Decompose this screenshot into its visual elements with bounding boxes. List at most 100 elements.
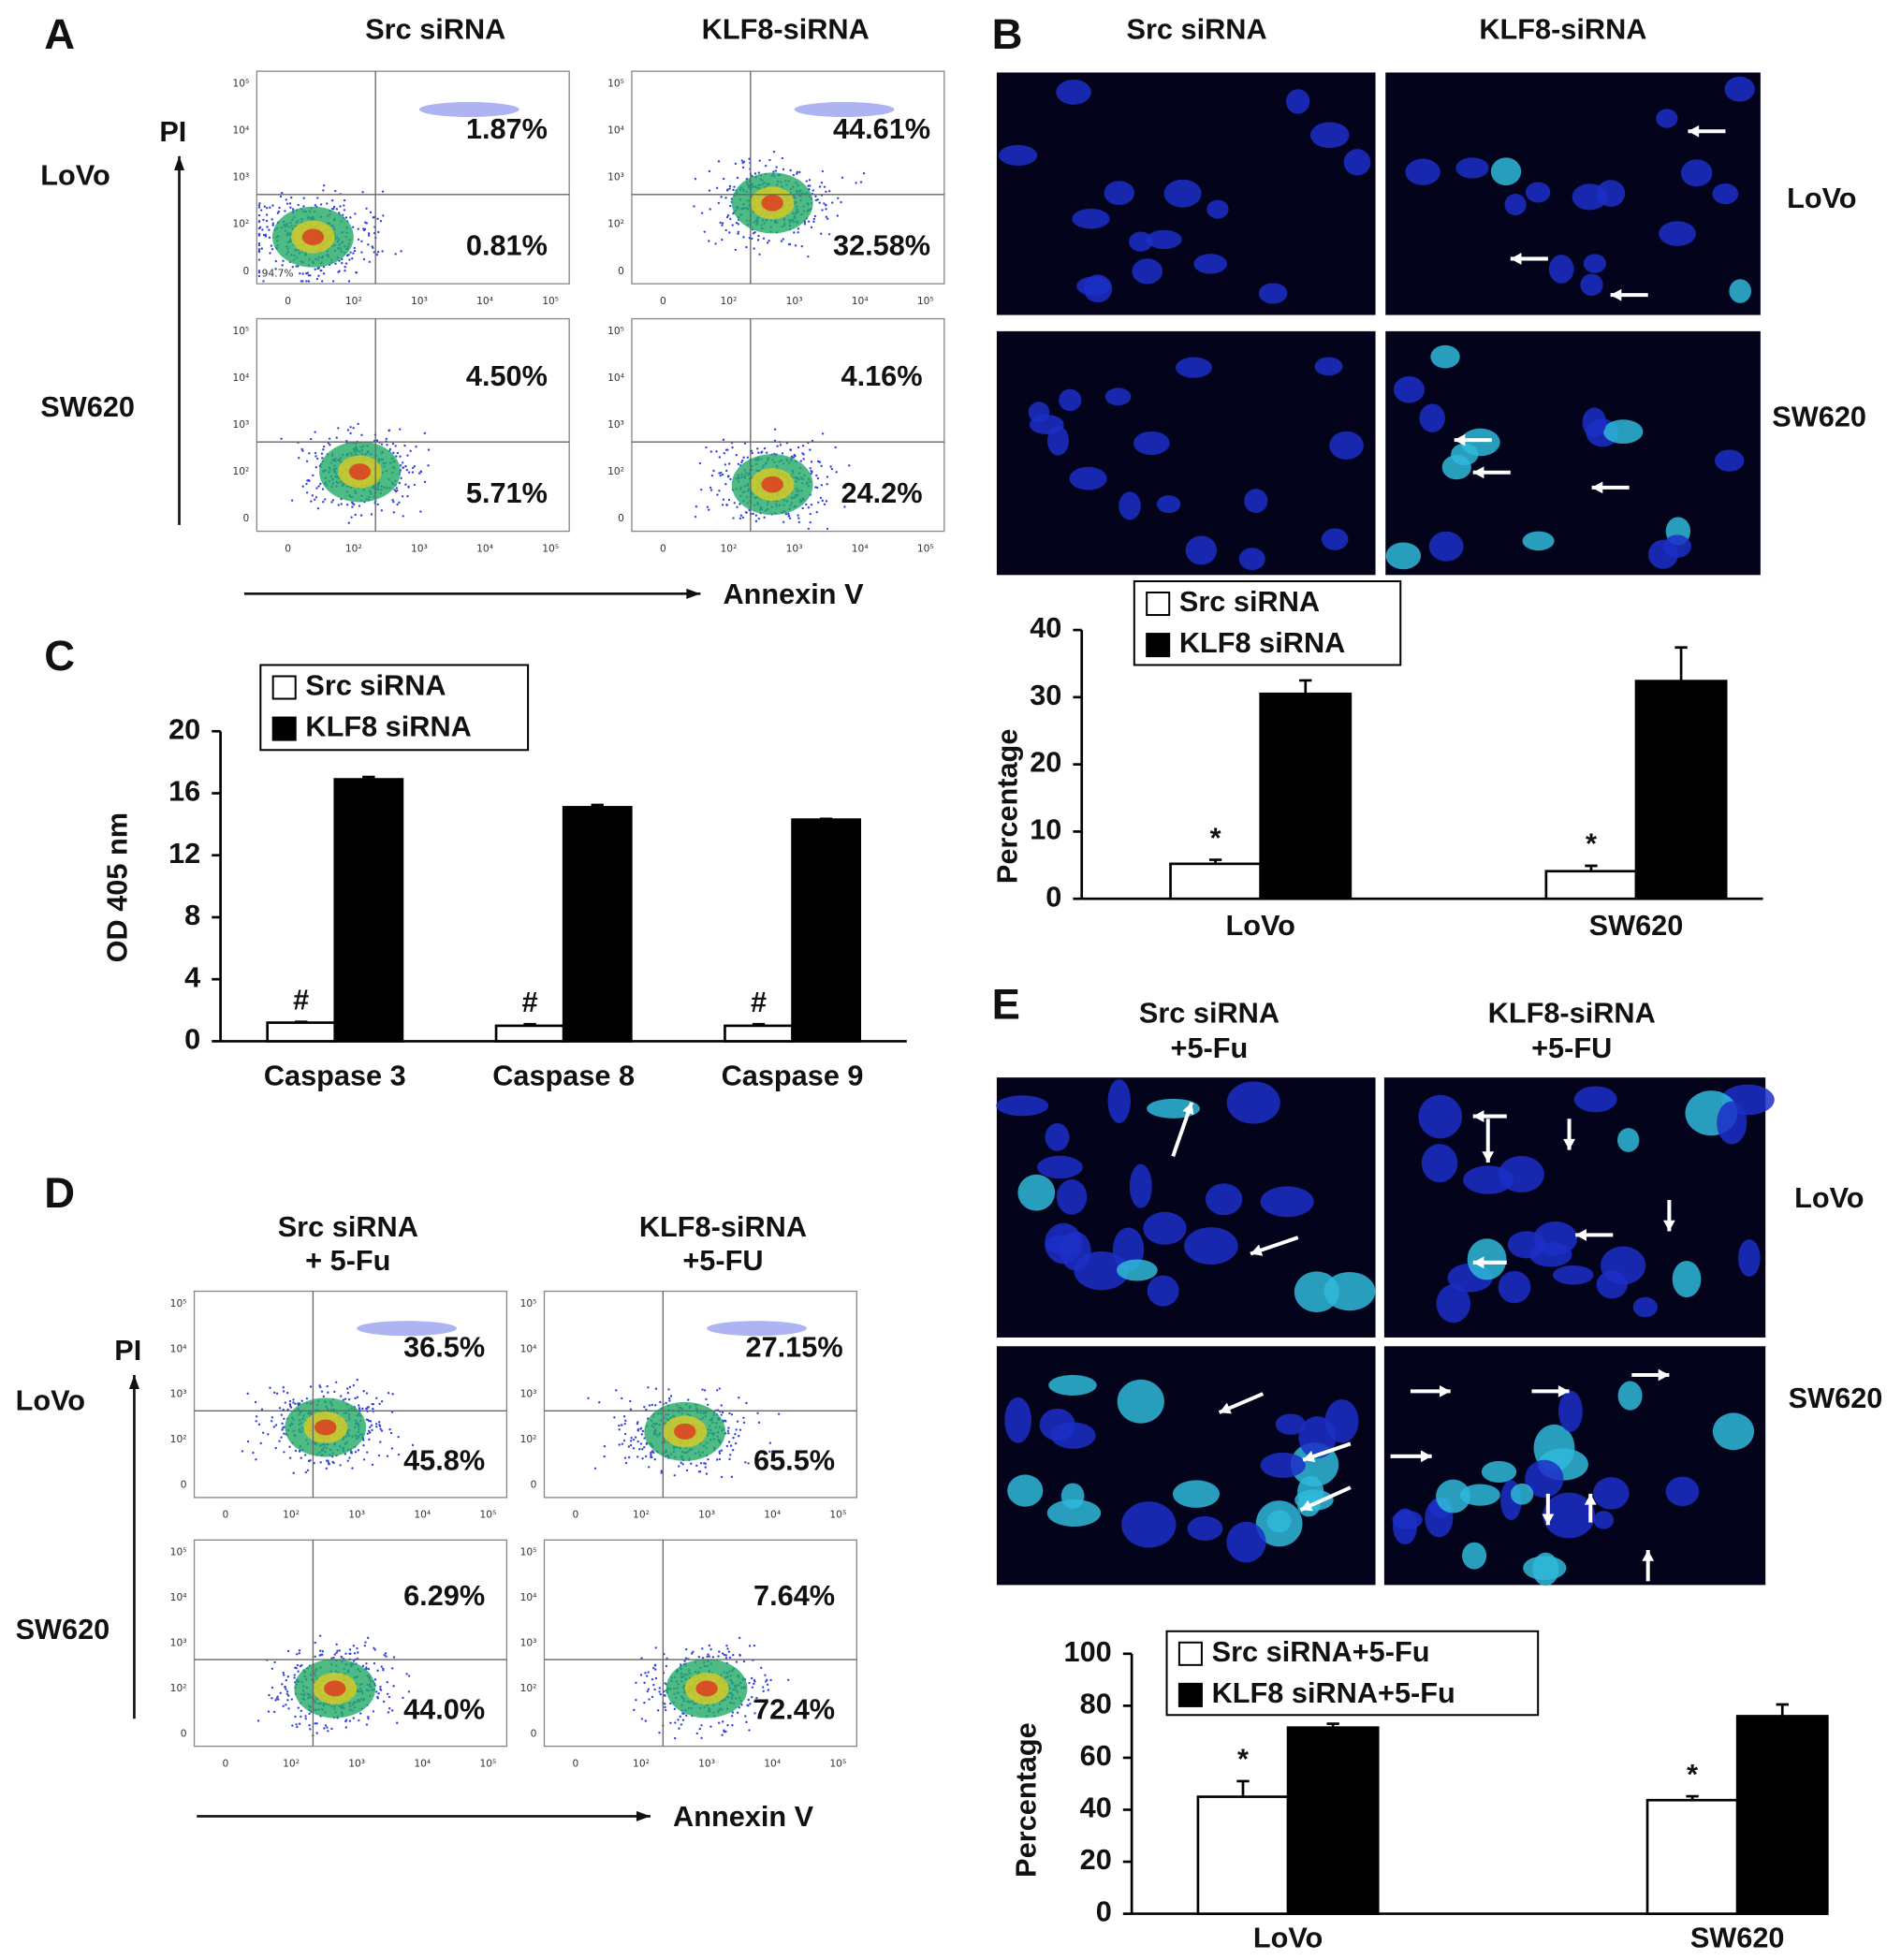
event-dot (322, 445, 326, 448)
event-dot (282, 1390, 285, 1393)
nucleus (1543, 1492, 1596, 1539)
event-dot (703, 1462, 706, 1465)
event-dot (724, 1657, 728, 1660)
row-label: LoVo (1794, 1181, 1864, 1214)
event-dot (354, 1397, 357, 1400)
event-dot (339, 1395, 343, 1397)
arrow-head (1575, 1229, 1587, 1241)
event-dot (397, 1453, 401, 1456)
event-dot (681, 1463, 684, 1466)
event-dot (285, 1678, 288, 1682)
event-dot (847, 464, 851, 467)
nucleus (1314, 357, 1343, 376)
event-dot (299, 271, 301, 275)
event-dot (664, 1708, 667, 1712)
nucleus (1193, 254, 1228, 274)
panel-letter: E (992, 980, 1020, 1028)
event-dot (809, 448, 812, 451)
event-dot (347, 1398, 351, 1401)
event-dot (392, 1656, 396, 1659)
event-dot (706, 505, 709, 508)
event-dot (377, 1454, 381, 1457)
event-dot (372, 1710, 375, 1713)
event-dot (765, 451, 768, 454)
event-dot (709, 1725, 712, 1728)
event-dot (787, 515, 790, 518)
event-dot (276, 1695, 279, 1698)
event-dot (699, 1462, 703, 1465)
event-dot (395, 455, 398, 458)
event-dot (673, 1707, 677, 1711)
event-dot (789, 448, 792, 451)
event-dot (298, 457, 300, 460)
x-tick-label: 10² (345, 542, 362, 554)
event-dot (821, 209, 824, 212)
x-tick-label: 10⁴ (414, 1757, 431, 1769)
event-dot (271, 1686, 274, 1689)
event-dot (728, 1656, 732, 1660)
nucleus (1028, 402, 1050, 423)
event-dot (318, 1649, 322, 1652)
legend-box (1133, 579, 1402, 666)
event-dot (388, 1707, 391, 1710)
event-dot (320, 452, 324, 455)
event-dot (807, 506, 811, 509)
event-dot (801, 506, 804, 510)
event-dot (633, 1708, 636, 1712)
nucleus (1504, 194, 1527, 216)
event-dot (329, 444, 331, 446)
event-dot (809, 512, 812, 516)
event-dot (807, 220, 811, 223)
nucleus (1007, 1474, 1044, 1507)
event-dot (760, 451, 763, 454)
event-dot (258, 202, 261, 205)
event-dot (730, 1412, 734, 1416)
event-dot (342, 1398, 345, 1401)
event-dot (300, 447, 303, 451)
event-dot (651, 1695, 654, 1699)
event-dot (797, 227, 800, 230)
event-dot (685, 1469, 689, 1472)
nucleus (1522, 531, 1555, 551)
event-dot (766, 1683, 769, 1687)
event-dot (322, 500, 325, 504)
event-dot (332, 1656, 335, 1660)
event-dot (622, 1439, 626, 1442)
density-core (348, 463, 372, 480)
event-dot (651, 1666, 655, 1670)
y-tick-label: 4 (184, 960, 200, 993)
event-dot (678, 1727, 680, 1730)
arrow-head (1472, 1256, 1484, 1269)
event-dot (810, 503, 813, 506)
event-dot (344, 1453, 347, 1455)
event-dot (363, 1644, 367, 1647)
event-dot (716, 1458, 719, 1461)
event-dot (373, 1646, 375, 1650)
nucleus (1428, 531, 1464, 562)
event-dot (362, 1390, 365, 1393)
event-dot (293, 1674, 296, 1676)
event-dot (339, 1464, 342, 1467)
nucleus (1121, 1501, 1177, 1548)
event-dot (399, 428, 402, 431)
event-dot (402, 515, 404, 518)
nucleus (1460, 428, 1500, 457)
event-dot (648, 1698, 651, 1701)
event-dot (737, 462, 740, 465)
y-tick-label: 10⁴ (607, 372, 624, 384)
nucleus (1185, 535, 1218, 565)
event-dot (381, 190, 385, 193)
event-dot (370, 513, 373, 516)
event-dot (738, 517, 742, 520)
y-tick-label: 10² (170, 1433, 187, 1445)
event-dot (318, 1384, 321, 1387)
event-dot (352, 1645, 356, 1647)
event-dot (314, 1722, 316, 1725)
event-dot (720, 1413, 723, 1416)
event-dot (718, 1650, 721, 1653)
event-dot (779, 444, 782, 446)
event-dot (788, 517, 792, 519)
nucleus (1046, 425, 1069, 456)
y-axis-arrow-head (174, 155, 185, 170)
